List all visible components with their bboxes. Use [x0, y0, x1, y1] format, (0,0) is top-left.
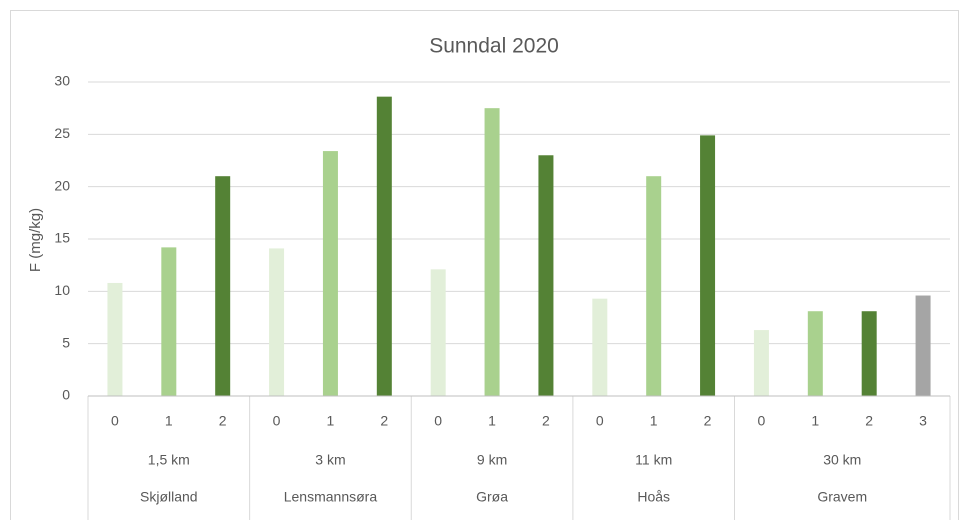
site-label: Skjølland — [140, 489, 198, 505]
x-tick-label: 1 — [650, 413, 658, 429]
x-tick-label: 0 — [596, 413, 604, 429]
x-tick-label: 2 — [380, 413, 388, 429]
y-tick-label: 0 — [62, 387, 70, 403]
bar — [861, 311, 877, 396]
bar — [107, 282, 123, 396]
bar — [915, 295, 931, 396]
x-tick-label: 0 — [434, 413, 442, 429]
x-tick-label: 1 — [327, 413, 335, 429]
x-tick-label: 2 — [219, 413, 227, 429]
bar — [807, 311, 823, 396]
bar — [700, 135, 716, 396]
x-tick-label: 2 — [704, 413, 712, 429]
x-tick-label: 1 — [165, 413, 173, 429]
bar — [430, 269, 446, 396]
bar — [161, 247, 177, 396]
site-label: Hoås — [637, 489, 670, 505]
y-tick-label: 20 — [54, 177, 70, 193]
bar — [215, 176, 231, 396]
x-tick-label: 1 — [811, 413, 819, 429]
x-tick-label: 3 — [919, 413, 927, 429]
x-tick-label: 0 — [758, 413, 766, 429]
bar — [484, 108, 500, 397]
distance-label: 3 km — [315, 452, 345, 468]
y-axis-title: F (mg/kg) — [27, 208, 44, 272]
bar — [376, 96, 392, 397]
distance-label: 30 km — [823, 452, 861, 468]
bar — [592, 298, 608, 396]
chart-frame — [10, 10, 959, 520]
bar — [538, 155, 554, 396]
x-tick-label: 2 — [542, 413, 550, 429]
y-tick-label: 25 — [54, 125, 70, 141]
y-tick-label: 15 — [54, 230, 70, 246]
x-tick-label: 0 — [111, 413, 119, 429]
site-label: Gravem — [817, 489, 867, 505]
y-tick-label: 30 — [54, 73, 70, 89]
x-tick-label: 0 — [273, 413, 281, 429]
distance-label: 11 km — [635, 452, 672, 468]
distance-label: 9 km — [477, 452, 507, 468]
x-tick-label: 2 — [865, 413, 873, 429]
y-tick-label: 10 — [54, 282, 70, 298]
y-tick-label: 5 — [62, 334, 70, 350]
bar — [269, 248, 285, 396]
chart-title: Sunndal 2020 — [429, 35, 559, 58]
site-label: Lensmannsøra — [284, 489, 378, 505]
bar — [753, 330, 769, 396]
distance-label: 1,5 km — [148, 452, 190, 468]
bar — [646, 176, 662, 396]
site-label: Grøa — [476, 489, 508, 505]
bar — [322, 151, 338, 396]
x-tick-label: 1 — [488, 413, 496, 429]
